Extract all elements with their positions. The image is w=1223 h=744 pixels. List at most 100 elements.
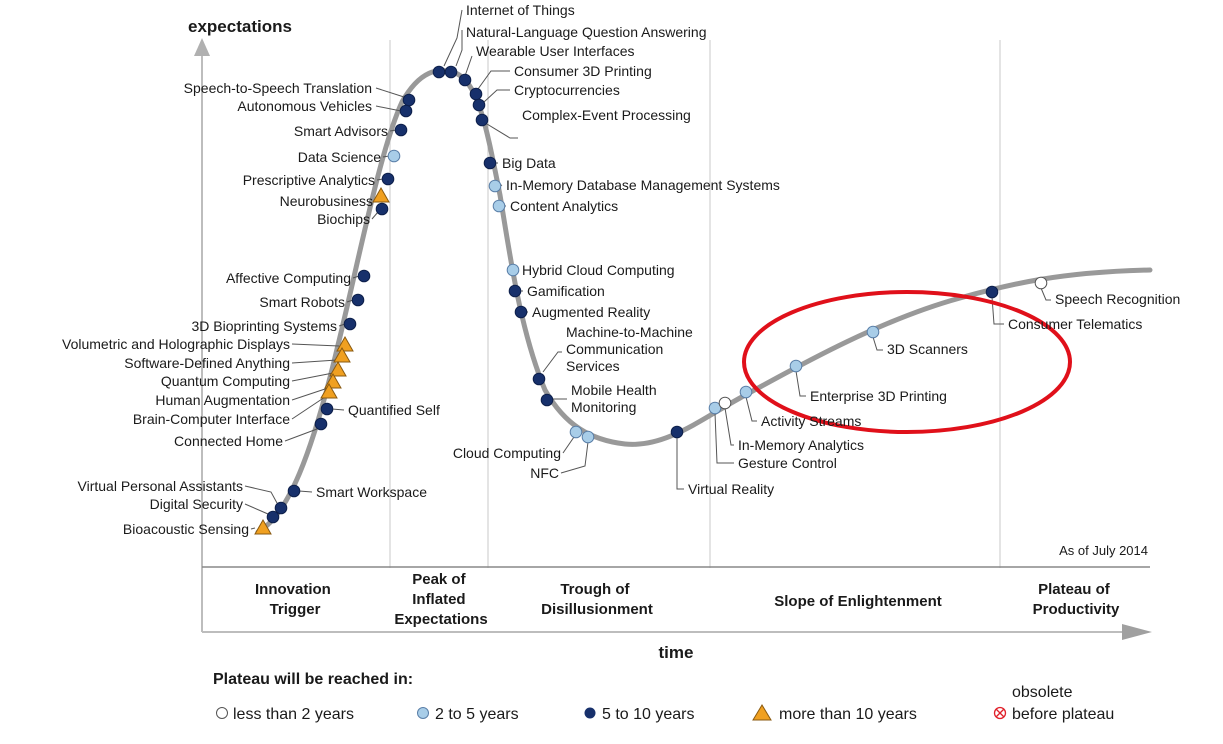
label-affective-computing: Affective Computing bbox=[226, 270, 351, 286]
marker-hybrid-cloud-computing bbox=[506, 263, 520, 277]
label-neurobusiness: Neurobusiness bbox=[280, 193, 373, 209]
legend-label-obs-line: before plateau bbox=[1012, 706, 1114, 723]
marker-natural-language-question-answering bbox=[444, 65, 458, 79]
marker-augmented-reality bbox=[514, 305, 528, 319]
label-line: Biochips bbox=[317, 211, 370, 227]
y-axis bbox=[194, 38, 210, 632]
label-line: Smart Workspace bbox=[316, 484, 427, 500]
label-virtual-reality: Virtual Reality bbox=[688, 481, 774, 497]
marker-consumer-3d-printing bbox=[469, 87, 483, 101]
label-consumer-telematics: Consumer Telematics bbox=[1008, 316, 1142, 332]
label-data-science: Data Science bbox=[298, 149, 381, 165]
label-line: Autonomous Vehicles bbox=[237, 98, 372, 114]
label-hybrid-cloud-computing: Hybrid Cloud Computing bbox=[522, 262, 675, 278]
leader-volumetric-and-holographic-displays bbox=[291, 343, 340, 347]
marker-nfc bbox=[581, 430, 595, 444]
leader-consumer-telematics bbox=[991, 296, 1004, 325]
leader-activity-streams bbox=[745, 396, 757, 422]
marker-virtual-reality bbox=[670, 425, 684, 439]
marker-3d-scanners bbox=[866, 325, 880, 339]
marker-cryptocurrencies bbox=[472, 98, 486, 112]
label-line: Speech-to-Speech Translation bbox=[184, 80, 372, 96]
x-axis-title: time bbox=[659, 643, 694, 662]
label-line: Machine-to-Machine bbox=[566, 324, 693, 340]
marker-cloud-computing bbox=[569, 425, 583, 439]
label-line: In-Memory Database Management Systems bbox=[506, 177, 780, 193]
label-autonomous-vehicles: Autonomous Vehicles bbox=[237, 98, 372, 114]
marker-prescriptive-analytics bbox=[381, 172, 395, 186]
leader-cloud-computing bbox=[562, 436, 575, 454]
as-of-date: As of July 2014 bbox=[1059, 543, 1148, 558]
legend-marker-gt10 bbox=[752, 704, 772, 721]
label-line: Content Analytics bbox=[510, 198, 618, 214]
label-smart-advisors: Smart Advisors bbox=[294, 123, 388, 139]
label-line: 3D Bioprinting Systems bbox=[191, 318, 337, 334]
label-line: Natural-Language Question Answering bbox=[466, 24, 707, 40]
leader-nfc bbox=[560, 441, 589, 474]
label-mobile-health-monitoring: Mobile Health Monitoring bbox=[571, 382, 657, 415]
label-quantified-self: Quantified Self bbox=[348, 402, 440, 418]
label-line: Enterprise 3D Printing bbox=[810, 388, 947, 404]
marker-enterprise-3d-printing bbox=[789, 359, 803, 373]
leader-brain-computer-interface bbox=[291, 396, 326, 420]
legend-label-gt10: more than 10 years bbox=[779, 706, 917, 723]
label-in-memory-database-management-systems: In-Memory Database Management Systems bbox=[506, 177, 780, 193]
marker-software-defined-anything bbox=[333, 346, 351, 363]
label-smart-workspace: Smart Workspace bbox=[316, 484, 427, 500]
hype-curve bbox=[255, 67, 1153, 535]
phase-line: Innovation bbox=[255, 581, 331, 598]
label-line: Virtual Personal Assistants bbox=[78, 478, 244, 494]
label-consumer-3d-printing: Consumer 3D Printing bbox=[514, 63, 652, 79]
label-natural-language-question-answering: Natural-Language Question Answering bbox=[466, 24, 707, 40]
label-line: Services bbox=[566, 358, 620, 374]
label-line: Smart Robots bbox=[259, 294, 345, 310]
label-line: Human Augmentation bbox=[155, 392, 290, 408]
label-line: Speech Recognition bbox=[1055, 291, 1180, 307]
phase-plateau: Plateau of Productivity bbox=[1033, 581, 1120, 618]
leader-virtual-personal-assistants bbox=[244, 485, 278, 504]
label-line: Neurobusiness bbox=[280, 193, 373, 209]
label-speech-recognition: Speech Recognition bbox=[1055, 291, 1180, 307]
label-line: Monitoring bbox=[571, 399, 636, 415]
leader-speech-to-speech-translation bbox=[375, 87, 405, 98]
marker-connected-home bbox=[314, 417, 328, 431]
label-line: 3D Scanners bbox=[887, 341, 968, 357]
label-line: Quantified Self bbox=[348, 402, 440, 418]
legend-marker-2to5 bbox=[417, 707, 429, 719]
leader-machine-to-machine-communication-services bbox=[542, 351, 562, 373]
marker-quantum-computing bbox=[329, 360, 347, 377]
marker-autonomous-vehicles bbox=[399, 104, 413, 118]
marker-virtual-personal-assistants bbox=[274, 501, 288, 515]
label-line: Augmented Reality bbox=[532, 304, 650, 320]
phase-line: Inflated bbox=[412, 591, 465, 608]
label-augmented-reality: Augmented Reality bbox=[532, 304, 650, 320]
leader-software-defined-anything bbox=[291, 359, 338, 364]
label-line: Smart Advisors bbox=[294, 123, 388, 139]
label-connected-home: Connected Home bbox=[174, 433, 283, 449]
legend-label-obs-line: obsolete bbox=[1012, 684, 1073, 701]
marker-biochips bbox=[375, 202, 389, 216]
label-wearable-user-interfaces: Wearable User Interfaces bbox=[476, 43, 634, 59]
phase-line: Trough of bbox=[560, 581, 630, 598]
marker-bioacoustic-sensing bbox=[254, 518, 272, 535]
label-line: Gamification bbox=[527, 283, 605, 299]
legend-marker-obs bbox=[993, 706, 1007, 720]
label-line: Complex-Event Processing bbox=[522, 107, 691, 123]
leader-human-augmentation bbox=[291, 387, 329, 401]
phase-labels: Innovation Trigger Peak of Inflated Expe… bbox=[255, 571, 1120, 628]
marker-smart-workspace bbox=[287, 484, 301, 498]
leader-internet-of-things bbox=[443, 9, 463, 67]
label-line: Software-Defined Anything bbox=[124, 355, 290, 371]
leader-in-memory-analytics bbox=[724, 407, 734, 446]
label-machine-to-machine-communication-services: Machine-to-Machine Communication Services bbox=[566, 324, 693, 374]
legend-label-obs: obsolete before plateau bbox=[1012, 684, 1114, 723]
label-cloud-computing: Cloud Computing bbox=[453, 445, 561, 461]
marker-complex-event-processing bbox=[475, 113, 489, 127]
label-line: Virtual Reality bbox=[688, 481, 774, 497]
technology-markers bbox=[254, 65, 1048, 535]
leader-biochips bbox=[371, 211, 379, 220]
phase-line: Productivity bbox=[1033, 601, 1120, 618]
leader-complex-event-processing bbox=[486, 123, 518, 139]
marker-content-analytics bbox=[492, 199, 506, 213]
technology-labels: Internet of Things Natural-Language Quest… bbox=[62, 2, 1180, 537]
